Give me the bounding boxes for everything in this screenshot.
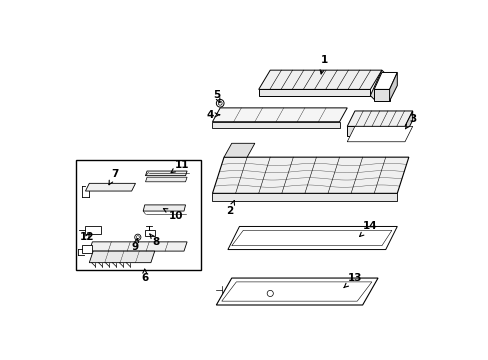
Text: 6: 6: [141, 269, 148, 283]
Text: 5: 5: [212, 90, 220, 103]
Text: 2: 2: [226, 201, 234, 216]
Polygon shape: [369, 70, 385, 99]
Circle shape: [135, 234, 141, 240]
Polygon shape: [145, 177, 187, 182]
Polygon shape: [346, 126, 412, 142]
Polygon shape: [258, 70, 381, 89]
Polygon shape: [216, 278, 377, 305]
Polygon shape: [221, 282, 371, 301]
Text: 8: 8: [149, 234, 160, 247]
Polygon shape: [212, 108, 346, 122]
Polygon shape: [346, 111, 412, 126]
Text: 10: 10: [163, 208, 183, 221]
Bar: [76, 160, 201, 270]
Polygon shape: [143, 205, 185, 211]
Polygon shape: [224, 143, 254, 157]
Polygon shape: [227, 226, 396, 249]
Circle shape: [216, 99, 224, 107]
Polygon shape: [212, 157, 408, 193]
Text: 14: 14: [359, 221, 377, 237]
Polygon shape: [89, 242, 187, 251]
Polygon shape: [89, 251, 154, 263]
Text: 4: 4: [206, 110, 219, 120]
Text: 12: 12: [80, 232, 94, 242]
Text: 9: 9: [132, 238, 139, 252]
Polygon shape: [85, 226, 101, 234]
Polygon shape: [373, 72, 396, 89]
Polygon shape: [373, 89, 389, 101]
Polygon shape: [389, 72, 396, 101]
Polygon shape: [404, 111, 412, 136]
Text: 7: 7: [109, 169, 118, 185]
Polygon shape: [144, 230, 154, 236]
Polygon shape: [231, 230, 391, 246]
Polygon shape: [212, 193, 396, 201]
Text: 13: 13: [343, 273, 362, 288]
Polygon shape: [346, 126, 404, 136]
Polygon shape: [258, 89, 369, 95]
Polygon shape: [145, 171, 187, 176]
Polygon shape: [212, 122, 339, 128]
Polygon shape: [81, 245, 91, 253]
Polygon shape: [85, 183, 135, 191]
Text: 11: 11: [171, 160, 188, 173]
Text: 3: 3: [405, 114, 415, 129]
Text: 1: 1: [320, 55, 327, 74]
